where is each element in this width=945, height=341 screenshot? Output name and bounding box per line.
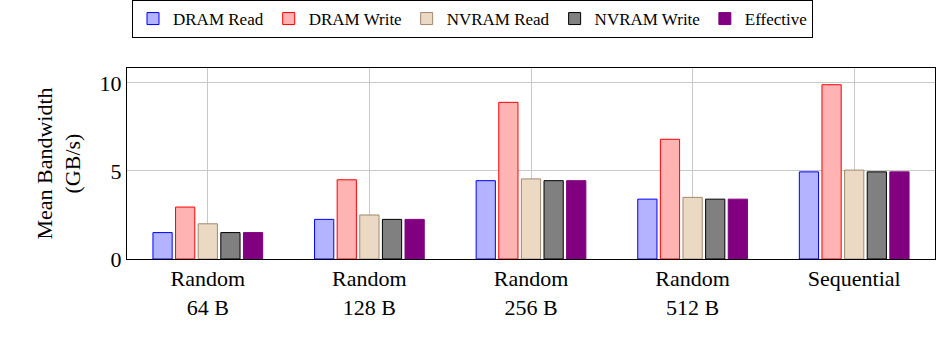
svg-text:0: 0	[111, 247, 122, 272]
svg-text:Sequential: Sequential	[808, 266, 901, 291]
svg-text:10: 10	[100, 71, 122, 96]
svg-text:Random64 B: Random64 B	[171, 266, 246, 320]
svg-text:NVRAM Write: NVRAM Write	[595, 10, 700, 29]
svg-text:DRAM Write: DRAM Write	[309, 10, 402, 29]
svg-text:5: 5	[111, 159, 122, 184]
svg-text:Random512 B: Random512 B	[655, 266, 730, 320]
svg-text:Random128 B: Random128 B	[332, 266, 407, 320]
svg-text:Random256 B: Random256 B	[494, 266, 569, 320]
svg-text:Effective: Effective	[745, 10, 807, 29]
svg-text:NVRAM Read: NVRAM Read	[447, 10, 550, 29]
svg-text:Mean Bandwidth(GB/s): Mean Bandwidth(GB/s)	[32, 87, 86, 239]
svg-text:DRAM Read: DRAM Read	[173, 10, 264, 29]
